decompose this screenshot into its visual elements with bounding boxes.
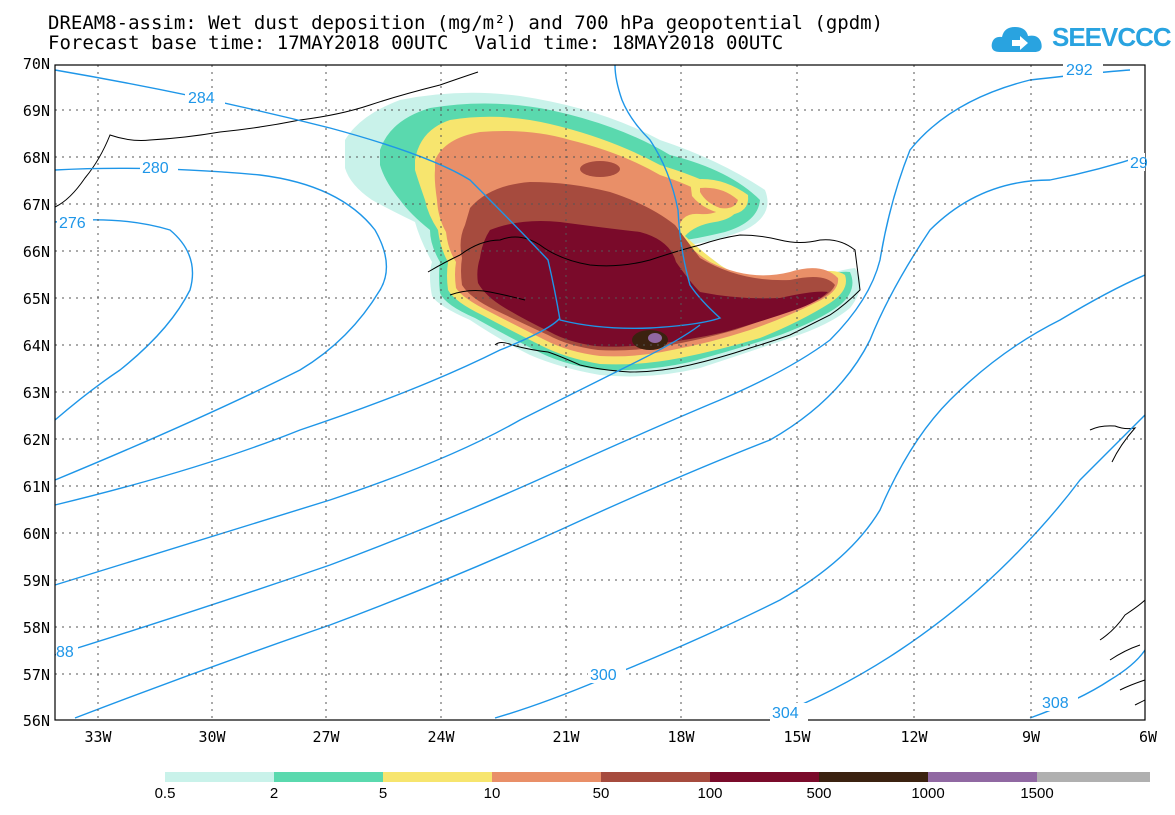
seevccc-logo: SEEVCCC — [990, 20, 1172, 60]
contour-label-280: 280 — [142, 160, 169, 177]
contour-label-29: 29 — [1130, 155, 1148, 172]
lat-label: 69N — [23, 102, 50, 120]
lat-label: 63N — [23, 384, 50, 402]
map-title: DREAM8-assim: Wet dust deposition (mg/m²… — [48, 12, 884, 34]
longitude-labels: 33W 30W 27W 24W 21W 18W 15W 12W 9W 6W — [84, 728, 1158, 746]
legend-swatch — [710, 772, 819, 782]
logo-text: SEEVCCC — [1052, 22, 1172, 52]
map-frame — [54, 64, 1146, 721]
coastlines — [54, 71, 1146, 706]
lat-label: 70N — [23, 55, 50, 73]
legend-swatch — [1037, 772, 1150, 782]
contour-label-308: 308 — [1042, 695, 1069, 712]
legend-label: 2 — [269, 785, 279, 802]
lon-label: 21W — [552, 728, 580, 746]
dust-deposition-field — [345, 92, 861, 377]
legend-label: 50 — [592, 785, 610, 802]
lat-label: 68N — [23, 149, 50, 167]
contour-labels: 284 280 276 292 29 300 304 308 88 — [56, 60, 1148, 722]
legend-label: 500 — [806, 785, 832, 802]
lat-label: 64N — [23, 337, 50, 355]
lon-label: 9W — [1022, 728, 1041, 746]
contour-label-300: 300 — [590, 667, 617, 684]
lon-label: 30W — [198, 728, 226, 746]
contour-label-304: 304 — [772, 705, 799, 722]
forecast-base-time: Forecast base time: 17MAY2018 00UTC — [48, 32, 449, 54]
legend-label: 10 — [483, 785, 501, 802]
lat-label: 67N — [23, 196, 50, 214]
lat-label: 58N — [23, 619, 50, 637]
legend-swatch — [819, 772, 928, 782]
lat-label: 57N — [23, 666, 50, 684]
legend-label: 1500 — [1020, 785, 1054, 802]
lat-label: 66N — [23, 243, 50, 261]
lon-label: 24W — [427, 728, 455, 746]
valid-time: Valid time: 18MAY2018 00UTC — [474, 32, 784, 54]
lon-label: 15W — [783, 728, 811, 746]
lat-label: 62N — [23, 431, 50, 449]
lat-label: 61N — [23, 478, 50, 496]
lon-label: 12W — [900, 728, 928, 746]
lon-label: 18W — [667, 728, 695, 746]
contour-label-276: 276 — [59, 215, 86, 232]
legend-label: 0.5 — [154, 785, 176, 802]
latitude-labels: 70N 69N 68N 67N 66N 65N 64N 63N 62N 61N … — [23, 55, 50, 730]
contour-label-284: 284 — [188, 90, 215, 107]
lon-label: 33W — [84, 728, 112, 746]
geopotential-contours — [54, 64, 1146, 719]
legend-swatch — [274, 772, 383, 782]
legend-swatch — [928, 772, 1037, 782]
contour-label-88: 88 — [56, 644, 74, 661]
legend-swatch — [383, 772, 492, 782]
map-subtitle: Forecast base time: 17MAY2018 00UTC Valid… — [48, 33, 783, 53]
lat-label: 65N — [23, 290, 50, 308]
legend-label: 100 — [697, 785, 723, 802]
legend-label: 1000 — [911, 785, 945, 802]
lon-label: 6W — [1139, 728, 1158, 746]
legend-label: 5 — [378, 785, 388, 802]
lon-label: 27W — [312, 728, 340, 746]
legend-swatch — [601, 772, 710, 782]
contour-label-292: 292 — [1066, 62, 1093, 79]
lat-label: 56N — [23, 712, 50, 730]
legend-swatch — [492, 772, 601, 782]
lat-label: 59N — [23, 572, 50, 590]
cloud-icon — [991, 27, 1042, 52]
legend-swatch — [165, 772, 274, 782]
lat-label: 60N — [23, 525, 50, 543]
